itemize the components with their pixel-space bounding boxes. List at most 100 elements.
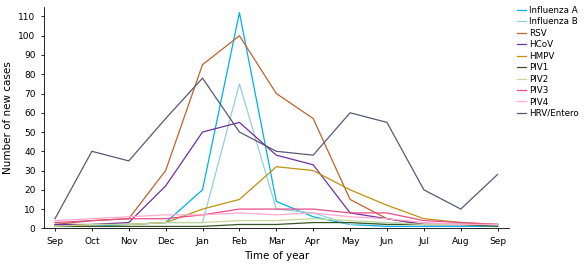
HMPV [51,225,58,228]
HRV/Entero [273,150,280,153]
PIV4 [346,215,353,218]
HMPV [457,221,464,224]
RSV [162,169,169,172]
HCoV [383,217,390,220]
Influenza A [236,11,243,14]
HCoV [125,221,132,224]
HCoV [309,163,316,166]
PIV4 [494,223,501,226]
RSV [383,217,390,220]
HMPV [273,165,280,168]
PIV2 [346,219,353,222]
HRV/Entero [346,111,353,114]
RSV [346,198,353,201]
PIV1 [273,223,280,226]
HMPV [494,223,501,226]
Line: HRV/Entero: HRV/Entero [55,78,498,219]
Line: PIV3: PIV3 [55,209,498,224]
Influenza B [309,211,316,215]
RSV [494,223,501,226]
PIV1 [457,223,464,226]
HCoV [346,211,353,215]
Influenza A [421,225,428,228]
HCoV [273,154,280,157]
PIV3 [457,221,464,224]
Influenza B [199,221,206,224]
HMPV [125,223,132,226]
PIV3 [309,208,316,211]
RSV [88,219,95,222]
HRV/Entero [125,159,132,163]
RSV [457,223,464,226]
HRV/Entero [236,130,243,134]
HRV/Entero [199,77,206,80]
PIV3 [88,219,95,222]
PIV1 [309,221,316,224]
PIV3 [51,221,58,224]
RSV [51,223,58,226]
PIV2 [457,223,464,226]
HRV/Entero [51,217,58,220]
Line: PIV1: PIV1 [55,223,498,227]
HMPV [346,188,353,191]
PIV1 [162,225,169,228]
Influenza B [383,221,390,224]
PIV4 [309,211,316,215]
PIV3 [421,219,428,222]
Line: Influenza A: Influenza A [55,13,498,227]
PIV2 [383,221,390,224]
HCoV [457,223,464,226]
Line: HMPV: HMPV [55,167,498,227]
PIV1 [199,225,206,228]
PIV1 [236,223,243,226]
HMPV [199,208,206,211]
PIV2 [273,219,280,222]
HRV/Entero [421,188,428,191]
PIV3 [162,217,169,220]
PIV4 [162,213,169,216]
X-axis label: Time of year: Time of year [244,251,309,261]
PIV4 [457,223,464,226]
Line: PIV4: PIV4 [55,213,498,224]
Influenza A [199,188,206,191]
PIV2 [88,223,95,226]
PIV2 [421,223,428,226]
HMPV [88,223,95,226]
HRV/Entero [383,121,390,124]
PIV2 [125,223,132,226]
Y-axis label: Number of new cases: Number of new cases [3,61,13,174]
RSV [421,223,428,226]
HCoV [421,223,428,226]
PIV1 [88,225,95,228]
HRV/Entero [309,154,316,157]
Line: Influenza B: Influenza B [55,84,498,227]
HCoV [162,184,169,187]
Influenza B [51,225,58,228]
PIV3 [273,208,280,211]
PIV3 [346,211,353,215]
HMPV [383,204,390,207]
Influenza A [88,225,95,228]
Influenza B [273,208,280,211]
Influenza A [51,225,58,228]
RSV [309,117,316,120]
PIV2 [236,219,243,222]
PIV1 [494,225,501,228]
PIV2 [162,221,169,224]
Influenza B [162,221,169,224]
PIV3 [494,223,501,226]
RSV [236,34,243,37]
Legend: Influenza A, Influenza B, RSV, HCoV, HMPV, PIV1, PIV2, PIV3, PIV4, HRV/Entero: Influenza A, Influenza B, RSV, HCoV, HMP… [513,2,582,121]
Line: RSV: RSV [55,36,498,224]
Influenza A [346,223,353,226]
Influenza B [236,82,243,86]
PIV1 [51,225,58,228]
PIV1 [346,221,353,224]
PIV3 [125,217,132,220]
RSV [273,92,280,95]
PIV4 [383,217,390,220]
PIV1 [421,223,428,226]
PIV4 [51,219,58,222]
PIV1 [383,223,390,226]
Influenza A [309,215,316,218]
